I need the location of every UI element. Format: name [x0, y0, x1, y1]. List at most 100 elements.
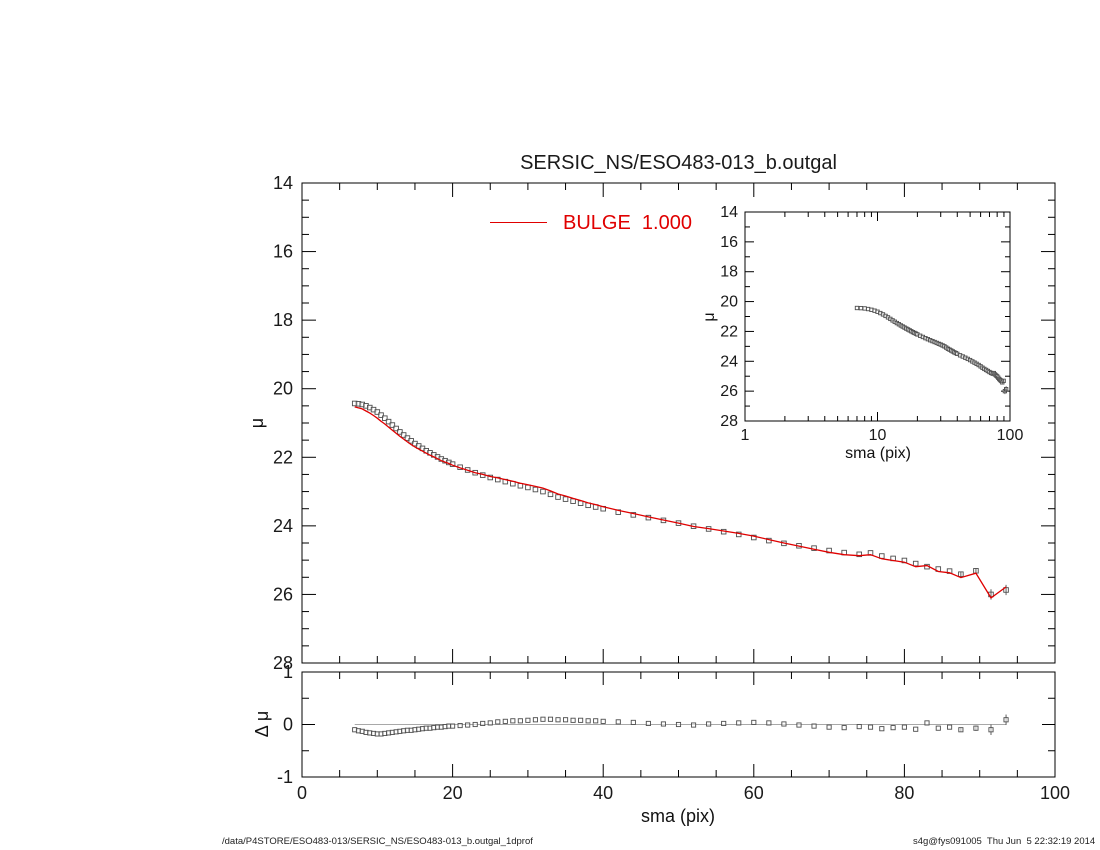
- data-point-square: [540, 488, 546, 495]
- residual-point-square: [517, 718, 523, 724]
- data-point-square: [532, 486, 539, 493]
- residual-x-tick-label: 0: [297, 783, 307, 803]
- residual-point-square: [578, 717, 584, 723]
- main-y-tick-label: 20: [273, 379, 293, 399]
- inset-y-tick-label: 24: [720, 353, 738, 370]
- inset-data-series: [854, 305, 1009, 395]
- residual-point-square: [660, 721, 666, 727]
- data-point-square: [570, 498, 576, 504]
- residual-point-square: [867, 724, 874, 730]
- inset-x-tick-label: 1: [741, 427, 750, 444]
- residual-point-square: [924, 720, 930, 726]
- footer-user-timestamp: s4g@fys091005 Thu Jun 5 22:32:19 2014: [913, 836, 1096, 847]
- residual-point-square: [856, 724, 862, 730]
- residual-point-square: [480, 720, 486, 726]
- inset-x-tick-label: 10: [869, 427, 887, 444]
- residual-point-square: [645, 720, 651, 726]
- residual-point-square: [600, 718, 606, 724]
- inset-background: [745, 212, 1010, 421]
- residual-point-square: [495, 719, 501, 725]
- inset-y-tick-label: 14: [720, 204, 738, 221]
- data-point-square: [630, 512, 637, 518]
- bulge-model-line: [354, 406, 1007, 599]
- residual-point-square: [811, 723, 817, 729]
- residual-point-square: [532, 717, 538, 723]
- residual-point-square: [593, 718, 599, 724]
- residual-point-square: [547, 716, 554, 722]
- residual-point-square: [947, 724, 953, 730]
- residual-y-tick-label: 1: [283, 662, 293, 682]
- data-point-square: [555, 494, 561, 500]
- residual-point-square: [988, 727, 994, 733]
- main-y-tick-label: 22: [273, 447, 293, 467]
- footer-file-path: /data/P4STORE/ESO483-013/SERSIC_NS/ESO48…: [222, 836, 533, 847]
- page-title: SERSIC_NS/ESO483-013_b.outgal: [520, 152, 837, 174]
- residual-point-square: [450, 723, 456, 729]
- residual-point-square: [540, 716, 546, 722]
- data-point-square: [400, 432, 407, 438]
- main-y-tick-label: 18: [273, 310, 293, 330]
- inset-y-tick-label: 22: [720, 323, 738, 340]
- residual-point-square: [1003, 717, 1009, 723]
- inset-x-axis-title: sma (pix): [845, 445, 911, 462]
- inset-x-tick-label: 100: [997, 427, 1024, 444]
- residual-point-square: [706, 721, 712, 727]
- data-point-square: [385, 418, 392, 425]
- inset-y-tick-label: 26: [720, 383, 738, 400]
- residual-point-square: [465, 722, 471, 728]
- data-point-square: [525, 484, 531, 491]
- residual-point-square: [570, 717, 576, 723]
- data-point-square: [547, 491, 554, 498]
- inset-y-tick-label: 16: [720, 234, 738, 251]
- data-point-square: [856, 551, 862, 558]
- residual-point-square: [615, 719, 621, 725]
- main-y-tick-label: 16: [273, 242, 293, 262]
- residual-panel: 10-10 20 40 60 80 100: [277, 662, 1070, 803]
- residual-point-square: [913, 726, 919, 732]
- main-y-axis-title: μ: [247, 417, 267, 429]
- residual-point-square: [879, 726, 885, 732]
- residual-point-square: [736, 720, 742, 726]
- residual-point-square: [585, 718, 591, 724]
- data-point-square: [912, 560, 919, 567]
- residual-y-tick-label: 0: [283, 715, 293, 735]
- residual-point-square: [502, 718, 508, 724]
- main-y-tick-label: 24: [273, 516, 293, 536]
- data-point-square: [562, 496, 569, 502]
- main-y-tick-label: 26: [273, 584, 293, 604]
- data-point-square: [397, 429, 403, 435]
- residual-data-series: [352, 714, 1009, 737]
- data-point-square: [393, 425, 399, 432]
- residual-point-square: [766, 720, 772, 726]
- residual-point-square: [935, 725, 941, 731]
- residual-point-square: [973, 725, 979, 731]
- data-point-square: [374, 409, 381, 415]
- residual-point-square: [472, 721, 478, 728]
- inset-y-tick-label: 28: [720, 413, 738, 430]
- residual-y-tick-label: -1: [277, 767, 293, 787]
- inset-panel: 14 16 18 20 22 24 26 281 10 100: [720, 204, 1023, 444]
- inset-data-point-square: [858, 305, 864, 311]
- residual-point-square: [555, 717, 561, 723]
- legend-label-bulge: BULGE 1.000: [563, 212, 692, 234]
- legend-line-sample: [490, 222, 547, 223]
- residual-point-square: [796, 722, 802, 728]
- data-point-square: [378, 412, 384, 418]
- data-point-square: [389, 422, 396, 428]
- main-panel: 14 16 18 20 22 24 26 28: [273, 173, 1056, 673]
- residual-point-square: [751, 719, 757, 725]
- residual-point-square: [901, 724, 907, 730]
- inset-y-axis-title: μ: [701, 312, 718, 322]
- residual-y-axis-title: Δ μ: [252, 710, 272, 738]
- residual-point-square: [958, 727, 964, 733]
- residual-x-tick-label: 20: [443, 783, 463, 803]
- residual-point-square: [826, 724, 832, 730]
- residual-point-square: [721, 720, 727, 726]
- residual-point-square: [781, 721, 787, 727]
- residual-point-square: [630, 719, 636, 725]
- main-y-tick-label: 14: [273, 173, 293, 193]
- residual-point-square: [457, 723, 463, 729]
- data-point-square: [751, 534, 757, 541]
- inset-y-tick-label: 18: [720, 264, 738, 281]
